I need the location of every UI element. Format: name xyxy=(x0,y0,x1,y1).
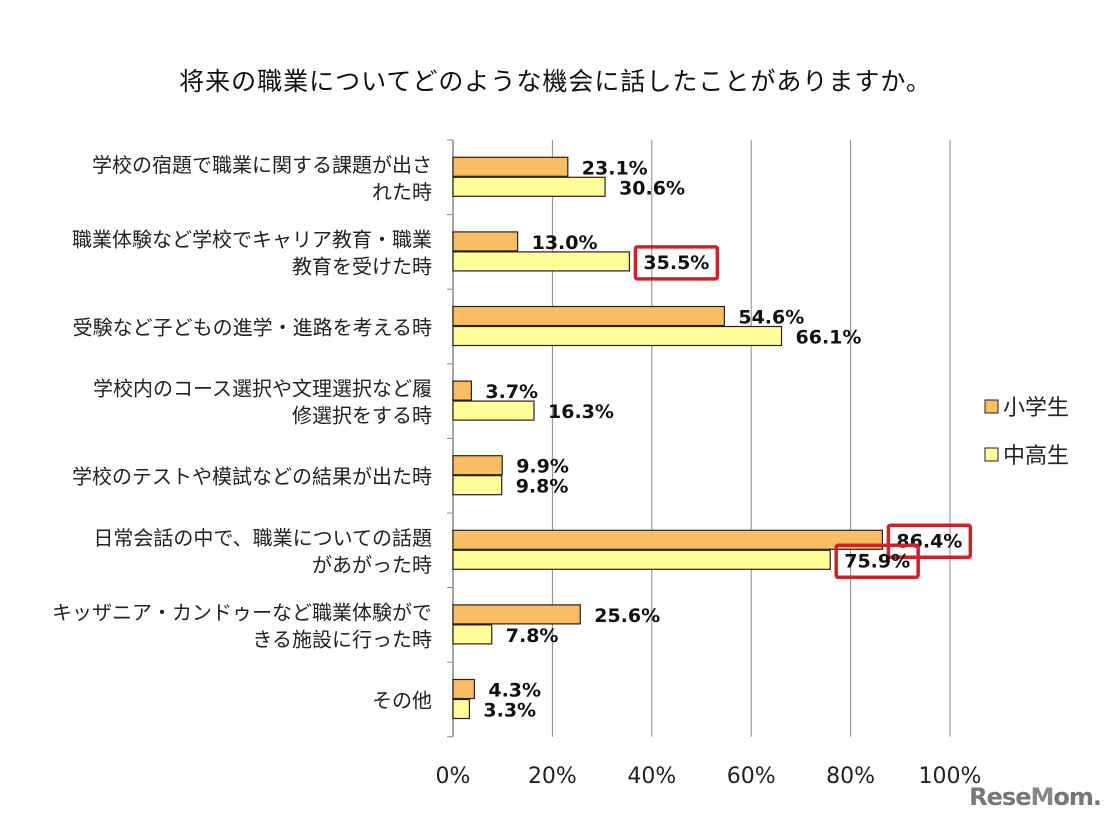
bar-elementary xyxy=(452,305,725,327)
bar-junior-high xyxy=(452,176,606,197)
data-label: 16.3% xyxy=(548,401,614,423)
x-tick-label: 40% xyxy=(627,764,676,789)
category-label: 学校のテストや模試などの結果が出た時 xyxy=(72,465,432,489)
data-label: 25.6% xyxy=(594,605,660,627)
legend-label: 小学生 xyxy=(1003,396,1069,421)
x-tick-label: 0% xyxy=(436,764,471,789)
category-label: 職業体験など学校でキャリア教育・職業 xyxy=(72,227,432,251)
bar-junior-high xyxy=(452,698,471,720)
bar-junior-high xyxy=(452,549,831,570)
x-tick-label: 60% xyxy=(727,764,776,789)
data-label: 75.9% xyxy=(844,550,910,572)
highlight-box xyxy=(886,523,973,560)
data-label: 9.8% xyxy=(516,476,569,498)
bar-junior-high xyxy=(452,475,503,496)
chart-title: 将来の職業についてどのような機会に話したことがありますか。 xyxy=(179,67,932,96)
bar-elementary xyxy=(452,156,569,177)
category-label: きる施設に行った時 xyxy=(252,627,432,651)
category-label: 学校内のコース選択や文理選択など履 xyxy=(93,377,432,401)
category-label: れた時 xyxy=(372,180,432,204)
category-label: 学校の宿題で職業に関する課題が出さ xyxy=(92,153,432,177)
legend-label: 中高生 xyxy=(1003,444,1069,469)
data-label: 35.5% xyxy=(643,252,709,274)
category-label: その他 xyxy=(372,689,432,713)
bar-elementary xyxy=(452,529,884,550)
x-tick-label: 100% xyxy=(919,764,982,789)
data-label: 3.3% xyxy=(483,700,536,722)
legend-swatch xyxy=(984,399,999,414)
bar-junior-high xyxy=(452,251,631,272)
bar-elementary xyxy=(452,604,581,625)
data-label: 23.1% xyxy=(582,157,648,179)
data-label: 4.3% xyxy=(488,680,541,702)
data-label: 54.6% xyxy=(738,307,804,329)
bar-elementary xyxy=(452,678,475,700)
bar-junior-high xyxy=(452,325,783,347)
category-label: があがった時 xyxy=(312,553,432,577)
highlight-box xyxy=(633,245,720,281)
x-tick-label: 80% xyxy=(826,764,875,789)
data-label: 86.4% xyxy=(896,530,962,552)
legend-swatch xyxy=(984,447,999,462)
data-label: 30.6% xyxy=(619,177,685,199)
highlight-box xyxy=(834,543,920,580)
bar-elementary xyxy=(452,455,503,476)
category-label: 教育を受けた時 xyxy=(292,254,432,278)
bar-elementary xyxy=(452,231,519,252)
data-label: 66.1% xyxy=(796,327,862,349)
data-label: 13.0% xyxy=(532,232,598,254)
data-label: 9.9% xyxy=(516,456,569,478)
category-label: 日常会話の中で、職業についての話題 xyxy=(93,526,432,550)
category-label: 受験など子どもの進学・進路を考える時 xyxy=(73,316,432,340)
category-label: キッザニア・カンドゥーなど職業体験がで xyxy=(52,600,432,624)
data-label: 7.8% xyxy=(506,625,559,647)
category-label: 修選択をする時 xyxy=(292,404,432,428)
bar-junior-high xyxy=(452,400,535,421)
resemom-logo: ReseMom. xyxy=(969,783,1102,811)
bar-junior-high xyxy=(452,624,493,645)
data-label: 3.7% xyxy=(485,381,538,403)
x-tick-label: 20% xyxy=(528,764,577,789)
bar-elementary xyxy=(452,380,472,401)
